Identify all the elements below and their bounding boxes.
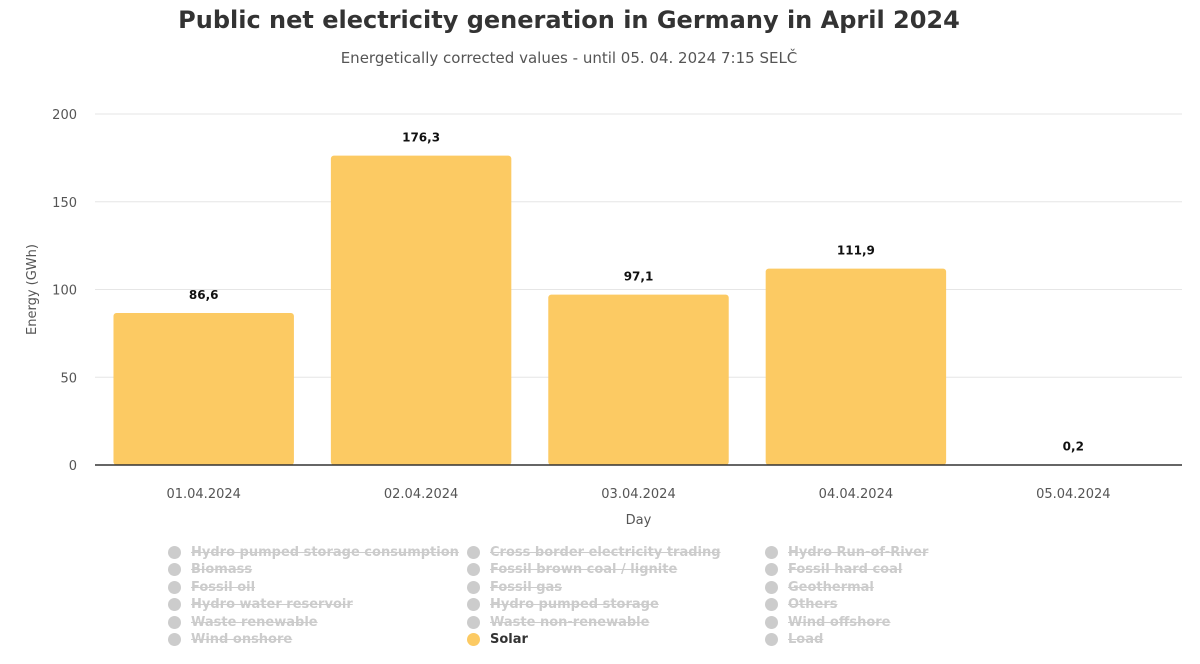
legend-label: Solar (490, 632, 528, 647)
y-tick-label: 150 (52, 196, 77, 211)
legend-marker-icon (765, 598, 778, 612)
legend-label: Fossil oil (191, 579, 256, 595)
legend-item[interactable]: Hydro water reservoir (168, 597, 353, 612)
legend-item[interactable]: Load (765, 632, 823, 647)
legend-marker-icon (765, 563, 778, 577)
data-label: 86,6 (189, 288, 219, 302)
bar-01.04.2024[interactable] (113, 313, 294, 465)
legend-label: Load (788, 632, 824, 647)
y-axis-ticks: 0 50 100 150 200 (52, 108, 77, 474)
legend-marker-icon (765, 633, 778, 646)
x-tick-label: 01.04.2024 (166, 487, 240, 502)
legend-item[interactable]: Wind onshore (168, 632, 292, 647)
legend-label: Fossil hard coal (788, 562, 903, 578)
legend-label: Waste renewable (191, 614, 318, 630)
legend-item[interactable]: Biomass (168, 562, 252, 577)
legend-marker-icon (467, 615, 480, 629)
bar-04.04.2024[interactable] (765, 268, 947, 465)
legend-marker-icon (765, 580, 778, 594)
legend-item[interactable]: Fossil brown coal / lignite (467, 562, 677, 577)
legend-item[interactable]: Hydro pumped storage (467, 597, 659, 612)
legend-item[interactable]: Solar (467, 632, 528, 647)
legend-item[interactable]: Waste renewable (168, 615, 318, 630)
legend-label: Others (788, 597, 838, 613)
legend-item[interactable]: Others (765, 597, 838, 612)
legend-marker-icon (765, 546, 778, 559)
legend-label: Hydro water reservoir (191, 597, 353, 613)
data-label: 97,1 (624, 270, 654, 284)
legend-item[interactable]: Fossil hard coal (765, 562, 902, 577)
legend-label: Fossil gas (490, 579, 563, 595)
legend-label: Hydro pumped storage (490, 597, 659, 613)
data-label: 176,3 (402, 131, 440, 145)
chart-subtitle: Energetically corrected values - until 0… (340, 49, 798, 67)
x-tick-label: 04.04.2024 (819, 487, 893, 502)
legend-item[interactable]: Hydro Run-of-River (765, 545, 928, 560)
y-tick-label: 200 (52, 108, 77, 123)
y-axis-title: Energy (GWh) (25, 244, 40, 335)
legend-label: Cross border electricity trading (490, 545, 721, 560)
legend-marker-icon (168, 633, 181, 646)
legend-marker-icon (168, 598, 181, 612)
x-tick-label: 05.04.2024 (1036, 487, 1110, 502)
x-tick-label: 02.04.2024 (384, 487, 458, 502)
legend-label: Hydro pumped storage consumption (191, 545, 459, 560)
legend-item[interactable]: Fossil gas (467, 580, 562, 595)
legend-marker-icon (467, 580, 480, 594)
legend-label: Waste non-renewable (490, 614, 650, 630)
legend-item[interactable]: Wind offshore (765, 615, 891, 630)
bars (113, 155, 947, 465)
legend-label: Biomass (191, 562, 253, 578)
legend-item[interactable]: Waste non-renewable (467, 615, 649, 630)
y-tick-label: 100 (52, 284, 77, 299)
legend-item[interactable]: Hydro pumped storage consumption (168, 545, 459, 560)
legend-label: Geothermal (788, 579, 874, 595)
y-tick-label: 0 (69, 459, 77, 474)
data-label: 111,9 (837, 244, 875, 258)
data-label: 0,2 (1063, 440, 1084, 454)
legend-marker-icon (467, 546, 480, 559)
x-axis-title: Day (626, 513, 652, 528)
data-labels: 86,6 176,3 97,1 111,9 0,2 (189, 131, 1084, 454)
bar-02.04.2024[interactable] (330, 155, 512, 465)
legend-marker-icon (168, 615, 181, 629)
legend-marker-icon (467, 563, 480, 577)
legend-label: Wind offshore (788, 614, 891, 630)
legend-marker-icon (168, 546, 181, 559)
legend-label: Hydro Run-of-River (788, 545, 929, 560)
bar-03.04.2024[interactable] (548, 294, 729, 465)
chart-title: Public net electricity generation in Ger… (178, 6, 960, 34)
legend-label: Wind onshore (191, 632, 293, 647)
y-tick-label: 50 (60, 371, 77, 386)
x-tick-label: 03.04.2024 (601, 487, 675, 502)
x-axis-ticks: 01.04.2024 02.04.2024 03.04.2024 04.04.2024… (166, 487, 1110, 502)
legend-label: Fossil brown coal / lignite (490, 562, 678, 578)
legend-item[interactable]: Cross border electricity trading (467, 545, 721, 560)
legend-marker-icon (467, 633, 480, 646)
legend-marker-icon (467, 598, 480, 612)
legend-item[interactable]: Fossil oil (168, 580, 255, 595)
legend-marker-icon (168, 580, 181, 594)
legend-marker-icon (765, 615, 778, 629)
legend-marker-icon (168, 563, 181, 577)
legend-item[interactable]: Geothermal (765, 580, 874, 595)
